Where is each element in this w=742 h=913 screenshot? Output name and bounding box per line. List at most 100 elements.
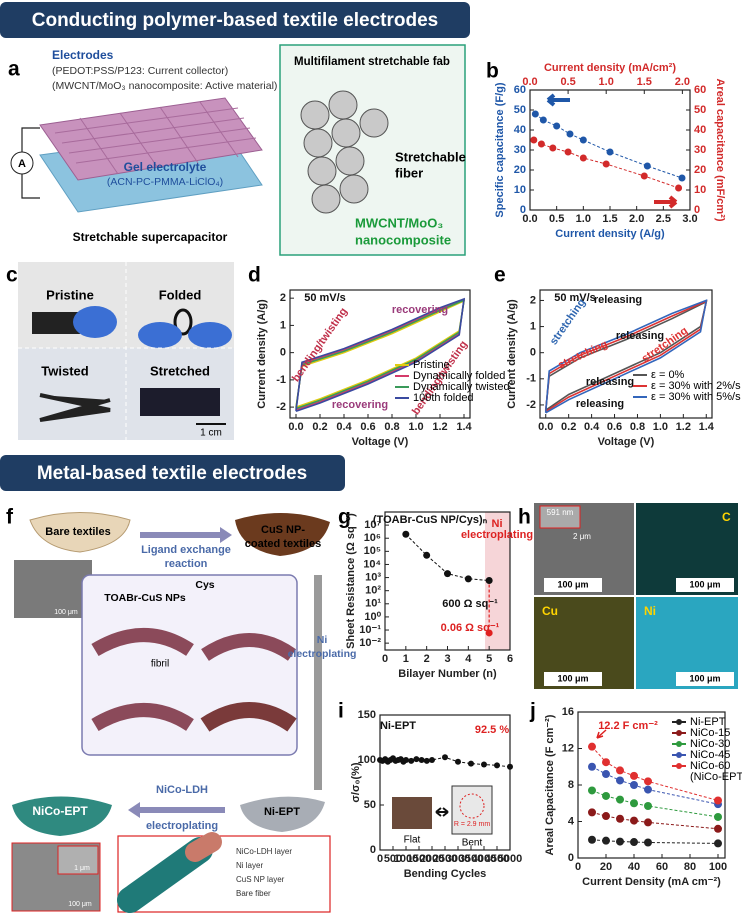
label: Ni <box>644 604 656 618</box>
tick-label: 0.5 <box>549 213 564 225</box>
data-point <box>549 144 557 152</box>
axis-label: Areal capacitance (mF/cm²) <box>714 78 726 221</box>
tick-label: 0.8 <box>384 421 399 433</box>
sample <box>39 393 111 422</box>
annotation: recovering <box>332 399 388 411</box>
tick-label: 0 <box>370 844 376 856</box>
tick-label: 10⁵ <box>364 545 381 557</box>
tick-label: 0.0 <box>288 421 303 433</box>
data-point <box>630 781 638 789</box>
label: Flat <box>404 835 421 846</box>
panel-label: f <box>6 506 14 529</box>
tick-label: 2500 <box>433 853 457 865</box>
label: 100 μm <box>68 901 92 908</box>
tick-label: 0.0 <box>538 421 553 433</box>
tick-label: 1.2 <box>432 421 447 433</box>
label: Stretched <box>150 363 210 378</box>
label: electroplating <box>288 648 357 660</box>
tick-label: 2 <box>530 294 536 306</box>
label: Multifilament stretchable fab <box>294 56 450 68</box>
label: NiCo-EPT <box>32 804 88 818</box>
tick-label: 4500 <box>485 853 509 865</box>
label: 1 cm <box>200 428 222 439</box>
tick-label: 1.0 <box>599 76 614 88</box>
tick-label: 10¹ <box>365 598 381 610</box>
data-point <box>588 808 596 817</box>
tick-label: 0 <box>575 861 581 873</box>
legend-label: ε = 0% <box>651 369 685 381</box>
data-point <box>408 757 415 764</box>
axis-label: Current density (A/g) <box>506 299 518 409</box>
label: MWCNT/MoO₃ <box>355 215 443 230</box>
axis-label: σ/σ₀(%) <box>350 762 362 803</box>
annotation: releasing <box>616 330 664 342</box>
label: NiCo-LDH <box>156 784 208 796</box>
label: Ni <box>317 634 328 646</box>
label: 1 μm <box>74 865 90 872</box>
tick-label: 16 <box>562 706 574 718</box>
data-point <box>418 757 425 763</box>
tick-label: 1 <box>403 653 409 665</box>
legend-label: Dynamically folded <box>413 370 505 382</box>
tick-label: 3500 <box>459 853 483 865</box>
annotation: 50 mV/s <box>554 292 596 304</box>
data-point <box>579 136 587 144</box>
tick-label: 40 <box>694 124 706 136</box>
data-point <box>602 160 610 168</box>
tick-label: 3000 <box>446 853 470 865</box>
data-point <box>530 136 538 144</box>
tick-label: 0.6 <box>607 421 622 433</box>
label: 100 μm <box>54 609 78 616</box>
label: 591 nm <box>547 508 574 517</box>
label: CuS NP- <box>261 524 305 536</box>
tick-label: 1.0 <box>576 213 591 225</box>
label: Cys <box>195 579 214 591</box>
scale-box <box>676 578 734 592</box>
series-line <box>591 839 719 844</box>
data-point <box>616 776 624 785</box>
textile <box>240 796 325 832</box>
legend-label: Dynamically twisted <box>413 381 510 393</box>
data-point <box>402 530 410 538</box>
tick-label: 8 <box>568 779 574 791</box>
section-title: Metal-based textile electrodes <box>37 463 307 484</box>
fabric-layer <box>39 97 263 181</box>
data-point <box>537 140 545 148</box>
series-line <box>591 811 719 830</box>
data-point <box>455 758 461 765</box>
legend-label: (NiCo-EPT) <box>690 771 742 783</box>
textile <box>29 512 131 553</box>
tick-label: 0 <box>377 853 383 865</box>
data-point <box>588 835 596 844</box>
label: Cu <box>542 604 558 618</box>
data-point <box>630 799 638 808</box>
panel-label: b <box>486 60 499 83</box>
data-point <box>616 795 624 804</box>
tick-label: 3.0 <box>682 213 697 225</box>
axis-label: Voltage (V) <box>598 436 655 448</box>
data-point <box>423 551 431 559</box>
glove <box>138 322 182 348</box>
data-point <box>539 116 547 124</box>
data-point <box>714 796 722 805</box>
filament-bundle <box>300 90 389 214</box>
label: reaction <box>165 558 208 570</box>
data-point <box>678 174 686 182</box>
data-point <box>616 766 624 775</box>
tick-label: 2 <box>424 653 430 665</box>
label: Gel electrolyte <box>124 160 207 174</box>
annotation: recovering <box>392 304 448 316</box>
ammeter <box>10 151 34 175</box>
tick-label: 1 <box>280 319 286 331</box>
label: Bare textiles <box>45 526 110 538</box>
arrow <box>654 195 678 209</box>
tick-label: 4 <box>465 653 472 665</box>
data-point <box>644 818 652 827</box>
label: TOABr-CuS NPs <box>104 592 186 604</box>
data-point <box>588 742 596 751</box>
data-point <box>553 122 561 130</box>
tick-label: 100 <box>358 754 376 766</box>
label: (MWCNT/MoO₃ nanocomposite: Active materi… <box>52 80 277 92</box>
data-point <box>714 812 722 821</box>
arrow <box>596 729 607 739</box>
